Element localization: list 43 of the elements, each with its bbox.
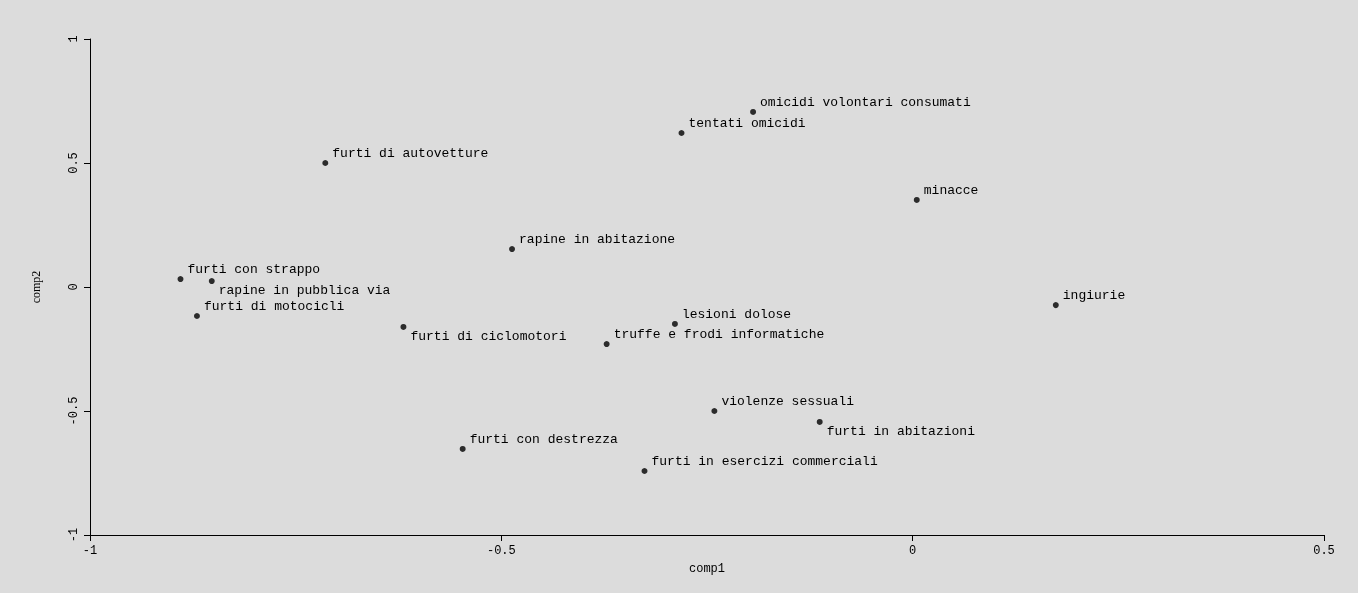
annotation: lesioni dolose bbox=[681, 306, 792, 322]
point bbox=[641, 468, 648, 475]
annotation: rapine in pubblica via bbox=[218, 283, 391, 299]
y-tick-label: 0 bbox=[67, 283, 81, 291]
y-tick-label: -1 bbox=[67, 527, 81, 543]
annotation: furti in esercizi commerciali bbox=[651, 454, 878, 470]
point bbox=[711, 408, 718, 414]
annotation: furti con strappo bbox=[187, 262, 321, 278]
annotation: violenze sessuali bbox=[721, 394, 855, 409]
x-tick-label: 0.5 bbox=[1313, 544, 1335, 558]
point bbox=[678, 129, 685, 136]
point bbox=[750, 108, 757, 115]
point bbox=[322, 160, 329, 166]
annotation: omicidi volontari consumati bbox=[760, 94, 971, 110]
annotation: ingiurie bbox=[1062, 288, 1126, 304]
point bbox=[400, 323, 407, 330]
point bbox=[1052, 302, 1059, 309]
annotation: furti di ciclomotori bbox=[410, 328, 567, 344]
point bbox=[177, 276, 184, 283]
y-axis-title: comp2 bbox=[29, 270, 43, 304]
annotation: furti di motocicli bbox=[203, 299, 345, 315]
point bbox=[208, 278, 215, 285]
annotation: furti di autovetture bbox=[332, 146, 489, 161]
y-tick-label: -0.5 bbox=[67, 396, 81, 426]
x-tick-label: -1 bbox=[82, 544, 98, 558]
point bbox=[509, 246, 516, 253]
annotation: rapine in abitazione bbox=[519, 232, 676, 248]
point bbox=[671, 320, 678, 327]
annotation: furti con destrezza bbox=[469, 431, 619, 447]
y-tick-label: 1 bbox=[67, 35, 81, 43]
annotation: minacce bbox=[923, 182, 979, 198]
point bbox=[913, 196, 920, 203]
x-tick-label: 0 bbox=[909, 544, 917, 558]
point bbox=[459, 445, 466, 452]
x-axis-title: comp1 bbox=[688, 562, 726, 576]
annotation: tentati omicidi bbox=[688, 115, 806, 131]
point bbox=[193, 313, 200, 320]
x-tick-label: -0.5 bbox=[486, 544, 516, 558]
annotation: truffe e frodi informatiche bbox=[613, 327, 825, 343]
y-tick-label: 0.5 bbox=[67, 152, 81, 174]
point bbox=[816, 418, 823, 425]
point bbox=[603, 341, 610, 348]
annotation: furti in abitazioni bbox=[826, 423, 976, 439]
